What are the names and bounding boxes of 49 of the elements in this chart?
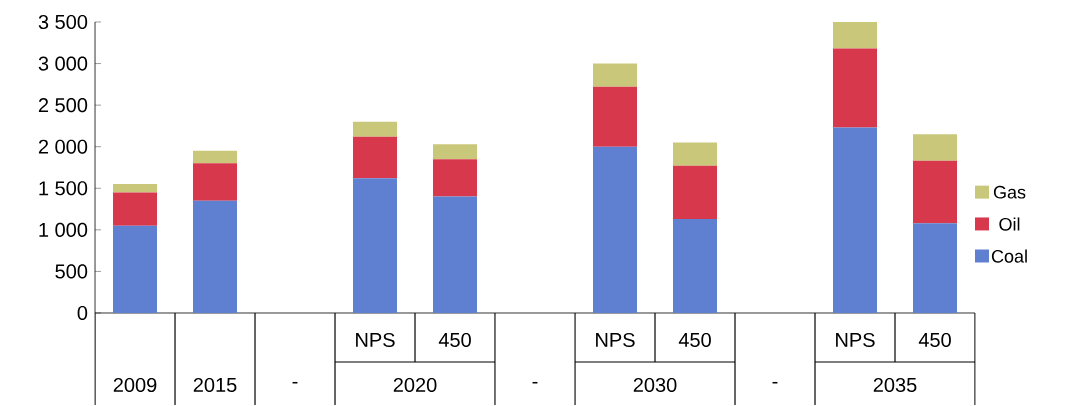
bar <box>593 86 637 147</box>
legend-label: Oil <box>999 217 1020 231</box>
y-tick-label: 2 500 <box>38 98 88 113</box>
bar <box>673 165 717 220</box>
x-tick-label: 2015 <box>193 377 237 393</box>
y-tick-label: 0 <box>77 305 88 321</box>
bar <box>193 200 238 313</box>
bar <box>593 63 637 87</box>
bar <box>353 178 398 313</box>
bar <box>113 225 158 313</box>
y-tick-label: 500 <box>55 264 88 279</box>
y-tick-label: 1 500 <box>39 181 88 196</box>
x-tick-label: - <box>292 381 298 384</box>
x-tick-label: NPS <box>596 332 635 348</box>
x-tick-label: 2009 <box>113 377 157 393</box>
x-tick-label: - <box>772 381 778 384</box>
bar <box>433 159 478 197</box>
bar <box>913 134 957 161</box>
bar <box>193 163 238 201</box>
legend-label: Gas <box>993 185 1026 199</box>
bar <box>833 127 877 313</box>
x-tick-label: - <box>532 381 538 384</box>
y-tick-label: 3 000 <box>38 56 88 71</box>
bar <box>673 219 717 313</box>
bar <box>433 144 478 160</box>
y-tick-label: 2 000 <box>38 139 88 154</box>
x-tick-label: NPS <box>836 332 875 348</box>
legend-label: Coal <box>991 249 1027 263</box>
y-tick-label: 3 500 <box>38 14 88 30</box>
x-tick-label: 450 <box>918 332 951 348</box>
bar <box>193 150 238 164</box>
x-tick-label: 450 <box>438 332 471 348</box>
text: 2035 <box>873 377 917 393</box>
text: 2030 <box>633 377 677 393</box>
bar <box>353 121 398 137</box>
bar <box>833 22 877 49</box>
y-tick-label: 1 000 <box>39 222 88 237</box>
bar <box>593 146 637 313</box>
bar <box>113 192 158 226</box>
x-tick-label: NPS <box>356 332 395 348</box>
bar <box>673 142 717 166</box>
bar <box>113 184 158 193</box>
x-tick-label: 450 <box>678 332 711 348</box>
bar <box>353 136 398 179</box>
bar <box>913 160 957 224</box>
bar <box>913 223 957 313</box>
bar <box>833 48 877 128</box>
text: 2020 <box>393 377 437 393</box>
bar <box>433 196 478 313</box>
